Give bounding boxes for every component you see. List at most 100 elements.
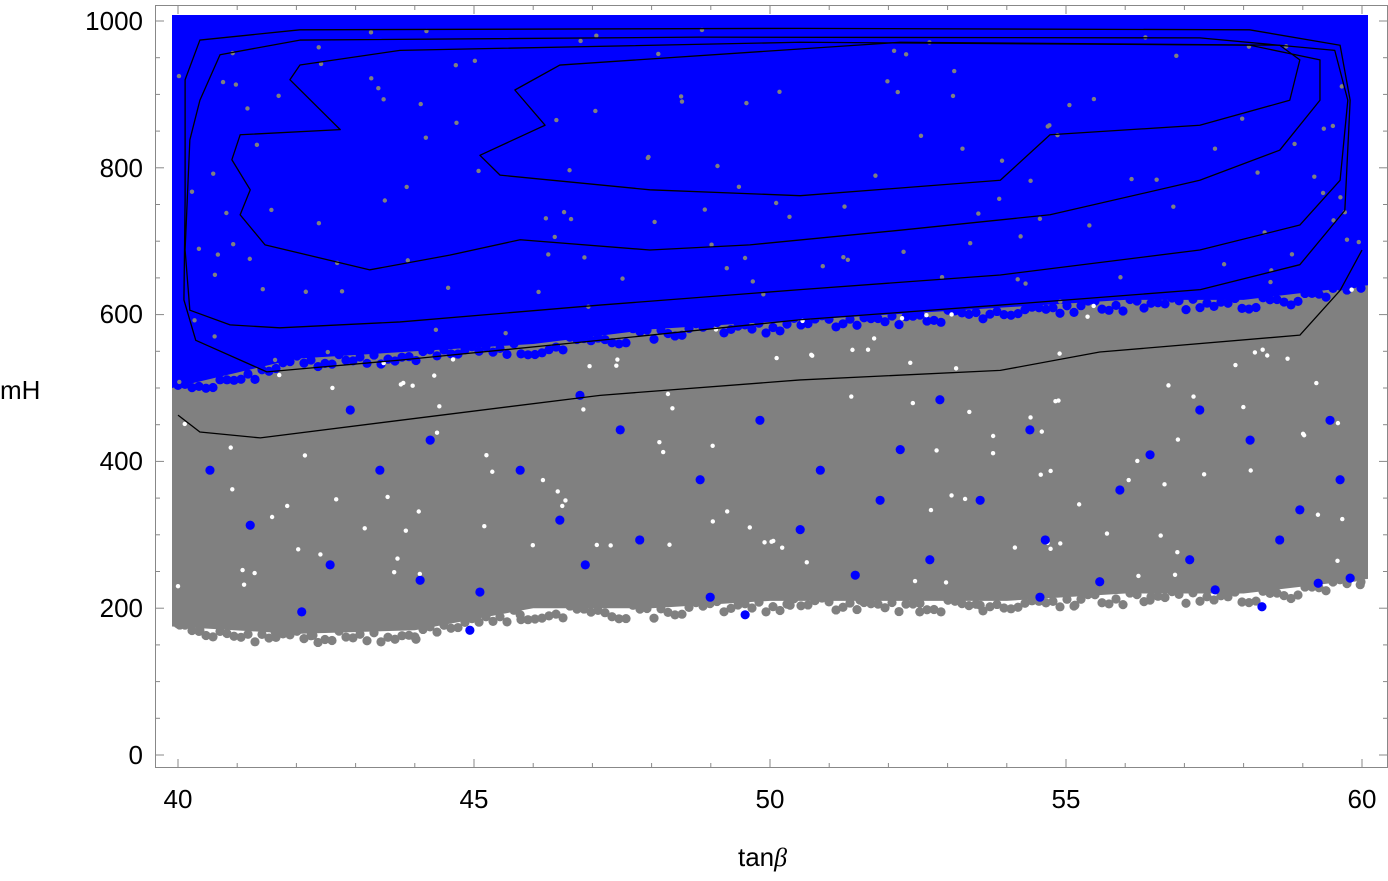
gap-speck — [1312, 174, 1317, 179]
blue-edge-point — [943, 305, 953, 315]
gap-speck — [450, 357, 456, 362]
gap-speck — [594, 33, 599, 38]
gray-edge-point — [635, 604, 645, 614]
gray-edge-point — [313, 637, 323, 648]
gap-speck — [804, 560, 809, 565]
gap-speck — [1175, 437, 1181, 442]
y-tick-labels: 0 200 400 600 800 1000 — [85, 6, 143, 770]
gap-speck — [1221, 262, 1227, 267]
blue-edge-point — [194, 381, 204, 391]
gap-speck — [369, 76, 374, 81]
blue-edge-point — [768, 322, 778, 333]
gap-speck — [1300, 431, 1306, 437]
gray-edge-point — [1104, 599, 1114, 609]
data-point — [1257, 602, 1267, 612]
blue-edge-point — [915, 310, 925, 320]
gap-speck — [715, 163, 720, 169]
blue-edge-point — [278, 358, 288, 368]
blue-edge-point — [873, 313, 883, 324]
gap-speck — [484, 453, 489, 458]
gray-edge-point — [488, 616, 498, 626]
gap-speck — [1028, 415, 1033, 420]
data-point — [270, 627, 280, 637]
gap-speck — [901, 249, 906, 255]
gray-edge-point — [922, 605, 932, 615]
gap-speck — [581, 407, 586, 412]
gray-edge-point — [663, 607, 673, 618]
data-point — [465, 625, 475, 635]
gray-edge-point — [866, 599, 876, 609]
gap-speck — [1126, 477, 1131, 483]
gap-speck — [254, 142, 260, 148]
gap-speck — [924, 312, 929, 318]
gap-speck — [196, 246, 202, 251]
blue-edge-point — [299, 358, 309, 368]
gap-speck — [646, 154, 651, 160]
data-point — [1195, 405, 1205, 415]
gap-speck — [416, 509, 421, 514]
gray-edge-point — [1244, 598, 1254, 608]
dense-point-regions — [172, 15, 1368, 648]
blue-edge-point — [1090, 296, 1100, 306]
blue-edge-point — [642, 325, 652, 335]
gray-edge-point — [1321, 586, 1331, 596]
blue-edge-point — [761, 328, 771, 338]
gap-speck — [999, 158, 1005, 163]
y-tick-label: 200 — [100, 593, 143, 623]
blue-edge-point — [1174, 296, 1184, 306]
gray-edge-point — [278, 629, 288, 639]
blue-edge-point — [558, 345, 568, 355]
blue-edge-point — [1188, 294, 1198, 304]
data-point — [815, 465, 825, 475]
data-point — [705, 592, 715, 602]
blue-edge-point — [978, 314, 988, 324]
blue-edge-point — [334, 349, 344, 360]
blue-edge-point — [1006, 310, 1016, 320]
data-point — [915, 607, 925, 617]
blue-edge-point — [292, 351, 302, 361]
gap-speck — [990, 450, 996, 456]
gap-speck — [709, 242, 714, 247]
gap-speck — [230, 241, 236, 247]
gap-speck — [967, 409, 972, 415]
gap-speck — [472, 58, 478, 64]
gray-edge-point — [362, 636, 372, 646]
blue-edge-point — [957, 308, 967, 318]
blue-edge-point — [670, 331, 680, 341]
gray-edge-point — [957, 599, 967, 609]
gap-speck — [1201, 472, 1207, 477]
gap-speck — [260, 286, 265, 292]
gap-speck — [1048, 546, 1053, 552]
gray-edge-point — [929, 604, 939, 615]
gap-speck — [482, 524, 487, 529]
blue-edge-point — [929, 315, 939, 325]
data-point — [1325, 415, 1335, 425]
blue-edge-point — [1195, 303, 1205, 313]
gap-speck — [908, 360, 913, 365]
blue-edge-point — [1258, 293, 1268, 303]
gap-speck — [318, 61, 324, 67]
gap-speck — [1087, 223, 1092, 228]
data-point — [850, 570, 860, 580]
gray-edge-point — [439, 620, 449, 630]
data-point — [1145, 595, 1155, 605]
gap-speck — [976, 211, 981, 216]
data-point — [755, 415, 765, 425]
gray-edge-point — [537, 613, 547, 623]
gray-edge-point — [656, 604, 666, 614]
blue-edge-point — [1027, 302, 1037, 312]
data-point — [245, 520, 255, 530]
gap-speck — [437, 404, 442, 409]
gap-speck — [269, 514, 275, 520]
blue-edge-point — [1111, 300, 1121, 310]
blue-edge-point — [509, 339, 519, 349]
gap-speck — [1338, 195, 1343, 200]
blue-edge-point — [1356, 283, 1366, 293]
gray-edge-point — [257, 629, 267, 639]
gray-edge-point — [803, 600, 813, 610]
gap-speck — [849, 394, 854, 399]
contour-line — [184, 36, 1349, 329]
gap-speck — [401, 380, 406, 386]
gap-speck — [1085, 314, 1090, 319]
blue-edge-point — [1125, 294, 1135, 305]
